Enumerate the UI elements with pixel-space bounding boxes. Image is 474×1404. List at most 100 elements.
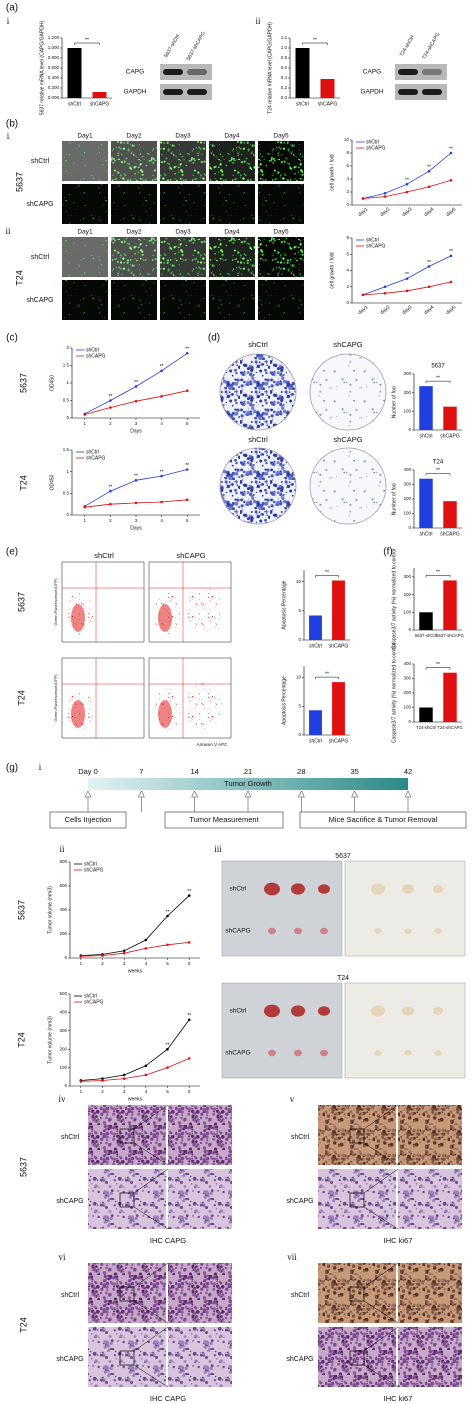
timeline-tick: 14	[190, 767, 198, 776]
sub-label: vii	[287, 1252, 297, 1262]
photo-title: 5637	[335, 853, 351, 860]
y-tick-label: 4	[346, 176, 349, 181]
y-tick-label: 0.400	[48, 75, 60, 80]
x-tick-label: shCAPG	[329, 738, 349, 744]
significance-bracket	[74, 42, 100, 45]
point	[79, 954, 83, 958]
ihc-zoom	[168, 1327, 232, 1387]
blot-row-label: GAPDH	[123, 89, 146, 96]
x-tick-label: 3	[135, 421, 138, 426]
timeline-bar-label: Tumor Growth	[224, 779, 272, 788]
timeline-tick: 35	[350, 767, 358, 776]
tumor	[318, 884, 330, 894]
row-label: shCAPG	[225, 1050, 250, 1057]
bar	[443, 672, 457, 722]
row-label: shCAPG	[26, 297, 53, 304]
y-tick-label: 0.4	[281, 75, 288, 80]
x-tick-label: 5	[186, 421, 189, 426]
blot-band	[422, 69, 442, 75]
tumor	[294, 1049, 302, 1057]
bar	[92, 92, 107, 98]
cell-line-label: 5637	[16, 592, 26, 612]
tumor	[404, 928, 412, 934]
significance-bracket	[315, 575, 339, 578]
x-tick-label: 5637-shCtrl	[415, 633, 437, 638]
blot-band	[398, 89, 418, 95]
x-tick-label: shCAPG	[329, 643, 349, 649]
timeline-tick: 21	[244, 767, 252, 776]
ihc-zoom	[398, 1327, 462, 1387]
day-label: Day5	[273, 133, 289, 140]
x-tick-label: 6	[188, 961, 191, 966]
colony-plate	[309, 447, 387, 525]
point	[166, 914, 169, 918]
cell-line-label: T24	[14, 270, 24, 286]
point	[383, 195, 387, 198]
point	[134, 399, 138, 403]
x-tick-label: shCtrl	[296, 101, 309, 107]
significance: **	[134, 380, 138, 386]
micrograph	[62, 141, 108, 181]
flow-cloud	[186, 682, 222, 730]
y-tick-label: 300	[403, 676, 411, 681]
micrograph	[111, 184, 157, 224]
micrograph	[258, 280, 304, 320]
column-label: shCtrl	[248, 435, 268, 444]
point	[160, 500, 163, 504]
point	[361, 197, 365, 200]
y-tick-label: 800	[59, 859, 67, 864]
y-tick-label: 8	[346, 150, 349, 155]
panel-label: (g)	[6, 763, 18, 774]
point	[83, 413, 87, 416]
significance: **	[166, 1043, 170, 1049]
zoom-line	[363, 1142, 399, 1166]
y-tick-label: 0.800	[48, 55, 60, 60]
tumor	[264, 882, 280, 896]
point	[122, 1077, 126, 1080]
x-tick-label: shCtrl	[419, 531, 432, 537]
sub-label: v	[290, 1094, 295, 1104]
bar	[332, 580, 345, 640]
y-tick-label: 100	[403, 609, 411, 614]
tumor	[374, 928, 382, 934]
blot-row-label: CAPG	[126, 69, 144, 76]
y-tick-label: 4	[346, 268, 349, 273]
ihc-zoom	[168, 1263, 232, 1323]
point	[427, 285, 431, 289]
point	[427, 185, 431, 189]
ihc-label: IHC ki67	[384, 1394, 413, 1403]
day-label: Day3	[175, 133, 191, 140]
flow-y-label: Green Fluorescence(GFP)	[53, 674, 58, 722]
point	[185, 468, 189, 471]
sub-label: vi	[58, 1252, 66, 1262]
y-tick-label: 600	[59, 883, 67, 888]
zoom-line	[363, 1262, 399, 1288]
legend-label: shCtrl	[366, 139, 379, 145]
x-tick-label: shCAPG	[318, 101, 338, 107]
row-label: shCtrl	[61, 1134, 80, 1141]
significance: **	[187, 1013, 191, 1019]
y-tick-label: 0	[408, 719, 411, 724]
x-tick-label: 5637-shCAPG	[436, 633, 464, 638]
y-tick-label: 300	[59, 1028, 67, 1033]
x-tick-label: day3	[401, 304, 413, 316]
x-tick-label: T24-shCtrl	[416, 725, 436, 730]
point	[427, 169, 431, 173]
y-tick-label: 5	[298, 703, 301, 708]
bar	[443, 501, 457, 528]
blot-band	[163, 69, 183, 75]
point	[122, 1073, 126, 1077]
point	[449, 179, 453, 182]
zoom-line	[363, 1300, 399, 1324]
x-tick-label: shCAPG	[90, 101, 110, 107]
y-tick-label: 200	[403, 390, 411, 395]
y-tick-label: 0.8	[281, 55, 288, 60]
flow-cloud-dense	[158, 700, 172, 728]
x-axis-label: weeks	[128, 1096, 143, 1102]
bar	[295, 48, 310, 98]
micrograph	[111, 237, 157, 277]
significance-bracket	[425, 380, 451, 384]
x-tick-label: day5	[445, 206, 457, 218]
point	[185, 351, 189, 355]
